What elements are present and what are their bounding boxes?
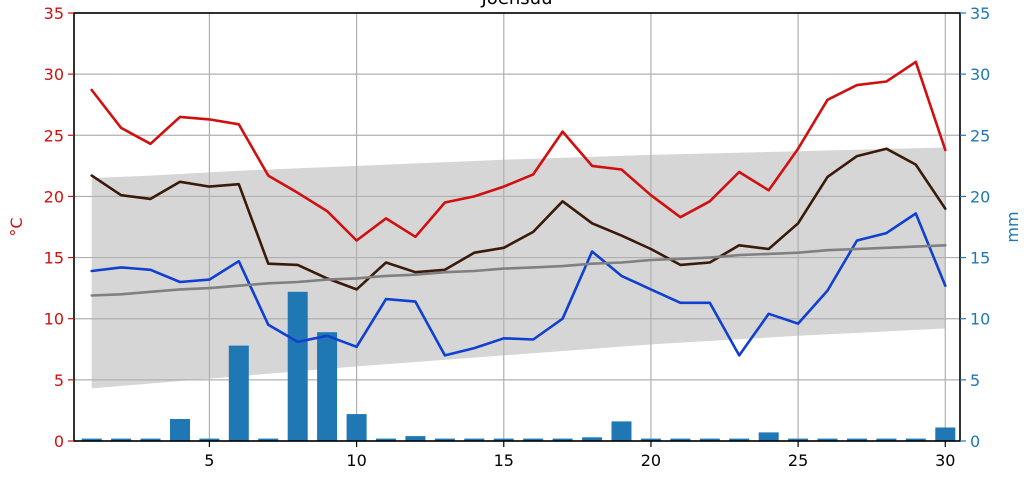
x-tick-label-15: 15 xyxy=(494,451,514,470)
x-tick-label-30: 30 xyxy=(935,451,955,470)
y-right-tick-label-15: 15 xyxy=(970,249,990,268)
precip-bar-day-17 xyxy=(552,438,573,441)
y-right-tick-label-35: 35 xyxy=(970,4,990,23)
precip-bar-day-8 xyxy=(287,291,308,441)
precip-bar-day-13 xyxy=(434,438,455,441)
y-right-tick-label-20: 20 xyxy=(970,187,990,206)
temperature-lines xyxy=(90,60,947,357)
x-tick-label-10: 10 xyxy=(346,451,366,470)
y-left-tick-label-15: 15 xyxy=(44,249,64,268)
precip-bar-day-18 xyxy=(582,437,603,441)
plot-area-border xyxy=(73,12,961,442)
precip-bar-day-3 xyxy=(140,438,161,441)
precip-bar-day-4 xyxy=(170,419,190,441)
y-axis-label-right: mm xyxy=(1003,211,1022,242)
chart-title: Joensuu xyxy=(481,0,553,9)
precip-bar-day-11 xyxy=(376,438,396,441)
y-left-tick-label-35: 35 xyxy=(44,4,64,23)
y-right-tick-label-25: 25 xyxy=(970,126,990,145)
y-left-tick-label-30: 30 xyxy=(44,65,64,84)
series-line-mean xyxy=(90,147,947,291)
precip-bar-day-30 xyxy=(935,427,956,441)
y-left-tick-label-5: 5 xyxy=(54,371,64,390)
y-left-tick-label-20: 20 xyxy=(44,187,64,206)
y-right-tick-label-5: 5 xyxy=(970,371,980,390)
precip-bar-day-19 xyxy=(611,421,632,441)
precip-bar-day-14 xyxy=(464,438,485,441)
series-line-max xyxy=(90,60,947,242)
series-line-normal xyxy=(90,244,947,297)
precip-bar-day-5 xyxy=(199,438,220,441)
y-right-tick-label-10: 10 xyxy=(970,310,990,329)
precip-bar-day-6 xyxy=(228,345,249,441)
y-right-tick-label-30: 30 xyxy=(970,65,990,84)
precip-bar-day-29 xyxy=(905,438,926,441)
x-tick-label-25: 25 xyxy=(788,451,808,470)
y-left-tick-label-10: 10 xyxy=(44,310,64,329)
precipitation-bars xyxy=(81,291,956,441)
plot-frame xyxy=(73,12,961,442)
precip-bar-day-21 xyxy=(670,438,691,441)
y-right-tick-label-0: 0 xyxy=(970,432,980,451)
axis-ticks: 5 10 15 20 25 30 0 0 5 5 10 10 15 15 20 20 25 25 30 30 35 35 xyxy=(44,4,991,470)
y-axis-label-left: °C xyxy=(7,217,26,236)
precip-bar-day-20 xyxy=(640,438,661,441)
x-tick-label-20: 20 xyxy=(641,451,661,470)
x-tick-label-5: 5 xyxy=(204,451,214,470)
precip-bar-day-23 xyxy=(729,438,750,441)
precip-bar-day-15 xyxy=(493,438,514,441)
precip-bar-day-22 xyxy=(699,438,720,441)
precip-bar-day-27 xyxy=(847,438,867,441)
precip-bar-day-2 xyxy=(111,438,132,441)
precip-bar-day-1 xyxy=(81,438,102,441)
precip-bar-day-7 xyxy=(258,438,279,441)
series-line-min xyxy=(90,212,947,357)
precip-bar-day-26 xyxy=(817,438,838,441)
precip-bar-day-10 xyxy=(346,414,367,441)
precip-bar-day-25 xyxy=(788,438,809,441)
precip-bar-day-16 xyxy=(523,438,544,441)
precip-bar-day-12 xyxy=(405,436,426,441)
precip-bar-day-24 xyxy=(758,432,779,441)
precip-bar-day-28 xyxy=(876,438,897,441)
y-left-tick-label-25: 25 xyxy=(44,126,64,145)
y-left-tick-label-0: 0 xyxy=(54,432,64,451)
precip-bar-day-9 xyxy=(317,332,338,441)
